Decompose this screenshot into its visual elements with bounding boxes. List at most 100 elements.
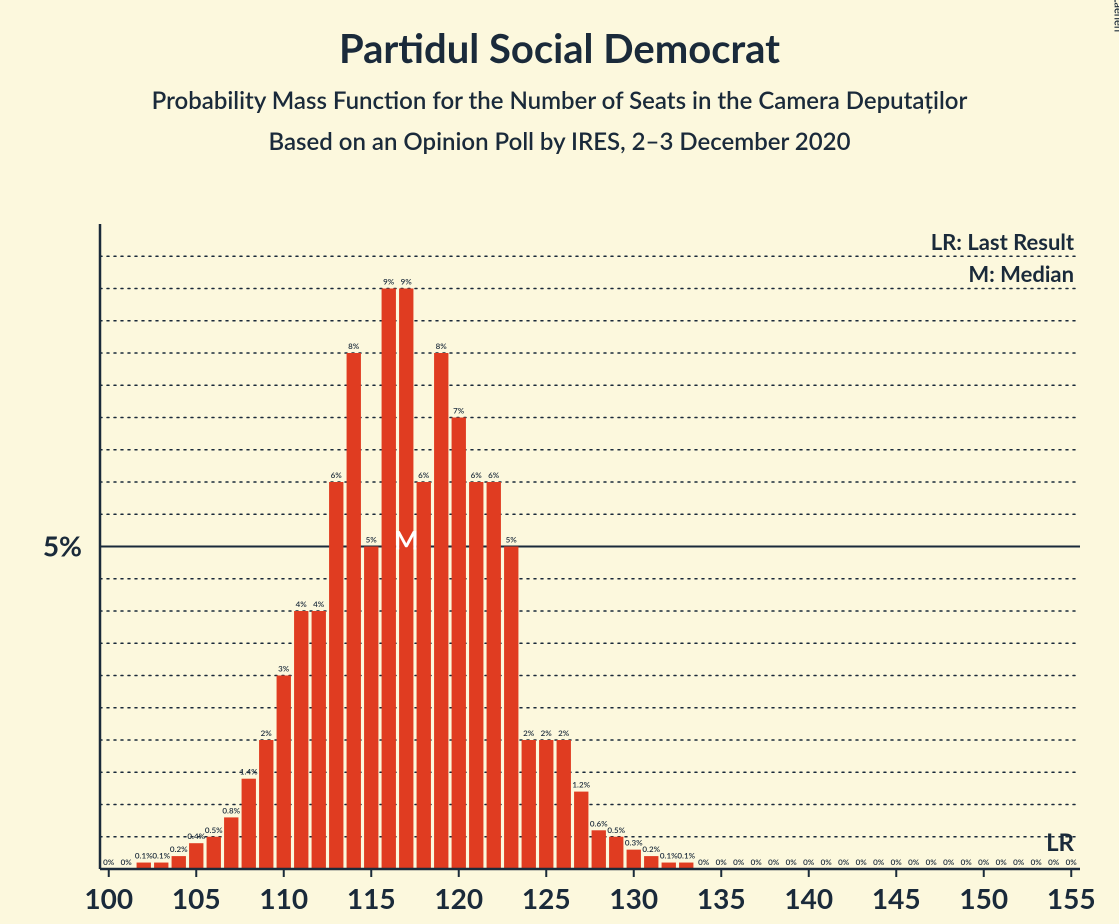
bar-value-label: 0% [803,857,815,867]
bar-value-label: 0% [856,857,868,867]
x-axis-tick-label: 150 [959,881,1008,915]
bar-value-label: 0.1% [677,851,695,861]
bar [609,837,623,869]
bar [522,740,536,869]
chart-area: 5%0%0%0.1%0.1%0.2%0.4%0.5%0.8%1.4%2%3%4%… [0,24,1119,924]
bar [399,289,413,870]
bar [557,740,571,869]
bar [294,611,308,869]
x-axis-tick-label: 130 [609,881,658,915]
bar-value-label: 0% [978,857,990,867]
bar-value-label: 2% [261,728,273,738]
bar [329,482,343,869]
bar [224,817,238,869]
bar-value-label: 0% [873,857,885,867]
bar-value-label: 0.2% [642,844,660,854]
median-marker: M [394,524,419,556]
bar-value-label: 0% [891,857,903,867]
bar-value-label: 0% [768,857,780,867]
bar-value-label: 0% [908,857,920,867]
bar-value-label: 0% [733,857,745,867]
bar-value-label: 0% [1013,857,1025,867]
x-axis-tick-label: 100 [84,881,133,915]
bar-value-label: 8% [436,341,448,351]
bar [487,482,501,869]
last-result-marker: LR [1046,828,1074,857]
bar [592,830,606,869]
bar-value-label: 0.6% [590,818,608,828]
x-axis-tick-label: 145 [872,881,921,915]
bar-value-label: 0% [926,857,938,867]
bar-value-label: 0% [961,857,973,867]
bar-value-label: 0.2% [170,844,188,854]
x-axis-tick-label: 155 [1047,881,1096,915]
bar-value-label: 0.8% [222,805,240,815]
bar-value-label: 8% [348,341,360,351]
bar-value-label: 0.3% [625,838,643,848]
bar [189,843,203,869]
bar-value-label: 0.5% [607,825,625,835]
bar [364,547,378,870]
bar [539,740,553,869]
bar [627,850,641,869]
pmf-bar-chart: 5%0%0%0.1%0.1%0.2%0.4%0.5%0.8%1.4%2%3%4%… [0,24,1119,924]
bar-value-label: 0% [121,857,133,867]
x-axis-tick-label: 120 [434,881,483,915]
bar-value-label: 0.4% [187,831,205,841]
bar-value-label: 6% [331,470,343,480]
bar [417,482,431,869]
bar-value-label: 9% [401,277,413,287]
bar-value-label: 3% [278,664,290,674]
bar-value-label: 0% [698,857,710,867]
bar [312,611,326,869]
bar [452,418,466,870]
bar [644,856,658,869]
bar-value-label: 0% [838,857,850,867]
bar-value-label: 0% [751,857,763,867]
legend-last-result: LR: Last Result [931,228,1075,255]
x-axis-tick-label: 115 [347,881,396,915]
bar [277,676,291,870]
bar [504,547,518,870]
bar [242,779,256,869]
bar [207,837,221,869]
bar-value-label: 1.4% [240,767,258,777]
bar [347,353,361,869]
bar [574,792,588,869]
bar [469,482,483,869]
bar-value-label: 0.1% [660,851,678,861]
bar-value-label: 6% [418,470,430,480]
bar-value-label: 0% [786,857,798,867]
bar-value-label: 0% [1048,857,1060,867]
bar-value-label: 7% [453,406,465,416]
bar-value-label: 4% [296,599,308,609]
bar-value-label: 2% [541,728,553,738]
x-axis-tick-label: 135 [697,881,746,915]
bar-value-label: 0% [943,857,955,867]
bar-value-label: 0% [716,857,728,867]
legend-median: M: Median [968,260,1074,287]
bar-value-label: 1.2% [572,780,590,790]
bar [259,740,273,869]
bar-value-label: 0% [1066,857,1078,867]
bar-value-label: 0% [821,857,833,867]
bar [172,856,186,869]
bar [434,353,448,869]
bar-value-label: 5% [506,535,518,545]
bar-value-label: 0% [996,857,1008,867]
bar-value-label: 4% [313,599,325,609]
bar-value-label: 0.5% [205,825,223,835]
bar-value-label: 5% [366,535,378,545]
x-axis-tick-label: 125 [522,881,571,915]
y-axis-major-label: 5% [43,529,82,563]
x-axis-tick-label: 105 [172,881,221,915]
x-axis-tick-label: 110 [259,881,308,915]
bar-value-label: 0.1% [135,851,153,861]
bar-value-label: 0% [103,857,115,867]
bar-value-label: 9% [383,277,395,287]
bar-value-label: 2% [558,728,570,738]
bar-value-label: 0% [1031,857,1043,867]
bar-value-label: 0.1% [152,851,170,861]
x-axis-tick-label: 140 [784,881,833,915]
bar-value-label: 6% [471,470,483,480]
